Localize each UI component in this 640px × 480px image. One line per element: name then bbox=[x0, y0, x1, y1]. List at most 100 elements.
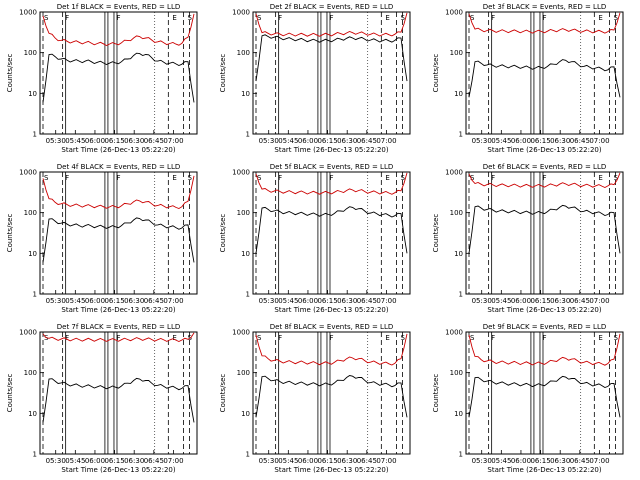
chart-panel-1: Det 1f BLACK = Events, RED = LLD S F F E S 1 10… bbox=[6, 3, 198, 154]
x-tick-label: 06:00 bbox=[298, 137, 318, 145]
y-tick-label: 10 bbox=[241, 90, 250, 98]
chart-title: Det 3f BLACK = Events, RED = LLD bbox=[483, 3, 606, 11]
x-tick-label: 06:00 bbox=[511, 297, 531, 305]
x-tick-label: 05:45 bbox=[65, 297, 85, 305]
x-tick-label: 05:45 bbox=[278, 457, 298, 465]
y-tick-label: 10 bbox=[454, 250, 463, 258]
y-tick-label: 1 bbox=[33, 291, 37, 299]
x-axis-label: Start Time (26-Dec-13 05:22:20) bbox=[61, 466, 175, 474]
x-tick-label: 06:30 bbox=[124, 137, 144, 145]
plot-frame bbox=[252, 331, 411, 455]
x-tick-label: 06:00 bbox=[511, 457, 531, 465]
events-series-line bbox=[255, 34, 408, 82]
lld-series-line bbox=[42, 175, 195, 209]
region-label: F bbox=[329, 174, 333, 182]
x-tick-label: 06:30 bbox=[337, 137, 357, 145]
x-tick-label: 06:30 bbox=[124, 297, 144, 305]
y-tick-label: 100 bbox=[237, 209, 250, 217]
x-tick-label: 06:45 bbox=[357, 297, 377, 305]
region-label: S bbox=[400, 14, 405, 22]
y-tick-label: 100 bbox=[237, 49, 250, 57]
region-label: S bbox=[470, 14, 475, 22]
events-series-line bbox=[255, 375, 408, 418]
events-series-line bbox=[42, 52, 195, 103]
x-tick-label: 06:30 bbox=[337, 297, 357, 305]
events-series-line bbox=[468, 375, 621, 418]
region-label: F bbox=[278, 14, 282, 22]
y-tick-label: 1 bbox=[459, 131, 463, 139]
x-tick-label: 05:30 bbox=[259, 137, 279, 145]
x-tick-label: 07:00 bbox=[376, 137, 396, 145]
y-tick-label: 100 bbox=[24, 49, 37, 57]
x-tick-label: 06:30 bbox=[550, 137, 570, 145]
y-tick-label: 1 bbox=[33, 451, 37, 459]
region-label: F bbox=[278, 174, 282, 182]
region-label: S bbox=[257, 14, 262, 22]
y-tick-label: 1000 bbox=[445, 329, 463, 337]
x-tick-label: 07:00 bbox=[376, 297, 396, 305]
x-axis-label: Start Time (26-Dec-13 05:22:20) bbox=[487, 306, 601, 314]
x-tick-label: 06:00 bbox=[85, 297, 105, 305]
x-tick-label: 06:45 bbox=[357, 137, 377, 145]
lld-series-line bbox=[255, 172, 408, 195]
x-tick-label: 05:30 bbox=[46, 457, 66, 465]
region-label: S bbox=[400, 174, 405, 182]
chart-panel-5: Det 5f BLACK = Events, RED = LLD S F F E S 1 10… bbox=[219, 163, 411, 314]
chart-panel-4: Det 4f BLACK = Events, RED = LLD S F F E S 1 10… bbox=[6, 163, 198, 314]
chart-title: Det 8f BLACK = Events, RED = LLD bbox=[270, 323, 393, 331]
y-axis-label: Counts/sec bbox=[432, 54, 440, 93]
x-tick-label: 06:15 bbox=[317, 457, 337, 465]
region-label: S bbox=[613, 174, 618, 182]
region-label: S bbox=[613, 334, 618, 342]
x-tick-label: 07:00 bbox=[589, 297, 609, 305]
region-label: F bbox=[491, 14, 495, 22]
x-tick-label: 06:00 bbox=[85, 457, 105, 465]
chart-panel-2: Det 2f BLACK = Events, RED = LLD S F F E S 1 10… bbox=[219, 3, 411, 154]
plot-frame bbox=[39, 11, 198, 135]
events-series-line bbox=[42, 217, 195, 263]
plot-frame bbox=[465, 171, 624, 295]
region-label: E bbox=[385, 334, 389, 342]
x-tick-label: 07:00 bbox=[163, 297, 183, 305]
lld-series-line bbox=[468, 12, 621, 34]
plot-frame bbox=[465, 11, 624, 135]
y-tick-label: 1000 bbox=[445, 169, 463, 177]
x-tick-label: 06:45 bbox=[144, 457, 164, 465]
region-label: E bbox=[172, 174, 176, 182]
x-tick-label: 07:00 bbox=[163, 137, 183, 145]
x-tick-label: 05:45 bbox=[278, 137, 298, 145]
y-tick-label: 1000 bbox=[232, 9, 250, 17]
lld-series-line bbox=[468, 333, 621, 366]
y-tick-label: 100 bbox=[450, 49, 463, 57]
y-tick-label: 10 bbox=[241, 410, 250, 418]
y-axis-label: Counts/sec bbox=[6, 54, 14, 93]
x-tick-label: 05:30 bbox=[259, 457, 279, 465]
y-tick-label: 1 bbox=[246, 291, 250, 299]
region-label: E bbox=[598, 334, 602, 342]
plot-frame bbox=[39, 331, 198, 455]
y-tick-label: 100 bbox=[450, 209, 463, 217]
chart-title: Det 4f BLACK = Events, RED = LLD bbox=[57, 163, 180, 171]
region-label: S bbox=[470, 174, 475, 182]
y-tick-label: 1 bbox=[459, 451, 463, 459]
region-label: E bbox=[172, 334, 176, 342]
x-tick-label: 05:45 bbox=[65, 137, 85, 145]
region-label: S bbox=[187, 14, 192, 22]
region-label: F bbox=[542, 174, 546, 182]
region-label: S bbox=[44, 174, 49, 182]
region-label: S bbox=[257, 174, 262, 182]
x-axis-label: Start Time (26-Dec-13 05:22:20) bbox=[487, 466, 601, 474]
chart-panel-9: Det 9f BLACK = Events, RED = LLD S F F E S 1 10… bbox=[432, 323, 624, 474]
events-series-line bbox=[468, 204, 621, 254]
y-tick-label: 1 bbox=[246, 131, 250, 139]
region-label: F bbox=[116, 174, 120, 182]
region-label: S bbox=[257, 334, 262, 342]
y-tick-label: 1 bbox=[459, 291, 463, 299]
region-label: S bbox=[187, 174, 192, 182]
events-series-line bbox=[468, 59, 621, 98]
region-label: F bbox=[65, 334, 69, 342]
x-tick-label: 06:30 bbox=[550, 457, 570, 465]
lld-series-line bbox=[255, 12, 408, 37]
region-label: F bbox=[542, 14, 546, 22]
x-tick-label: 05:30 bbox=[472, 457, 492, 465]
